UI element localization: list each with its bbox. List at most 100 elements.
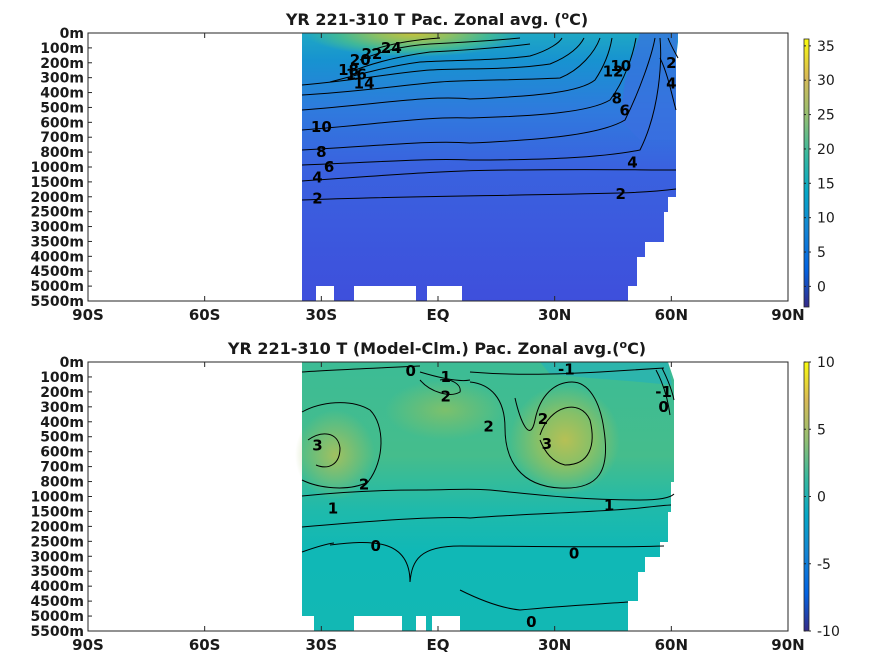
bottom-x-tick-label: 90S	[72, 636, 104, 654]
bottom-colorbar-tick-label: -5	[817, 557, 831, 573]
bottom-contour-label: -1	[558, 360, 575, 378]
top-x-tick-label: 60S	[189, 306, 221, 324]
bottom-y-tick-label: 0m	[60, 355, 84, 371]
bottom-colorbar: -10 -5 0 5 10	[803, 355, 840, 640]
top-y-tick-label: 3500m	[30, 234, 84, 250]
bottom-x-tick-label: EQ	[427, 636, 450, 654]
bottom-x-tick-label: 30N	[538, 636, 571, 654]
top-y-tick-label: 500m	[40, 100, 84, 116]
bottom-colorbar-tick-label: 5	[817, 422, 826, 438]
top-colorbar-tick-label: 35	[817, 39, 835, 55]
bottom-panel: YR 221-310 T (Model-Clm.) Pac. Zonal avg…	[30, 338, 839, 654]
top-north-cool	[620, 33, 678, 140]
top-contour-label: 14	[354, 75, 375, 93]
bottom-x-tick-label: 30S	[305, 636, 337, 654]
top-y-axis: 0m100m200m300m400m500m600m700m800m1000m1…	[30, 26, 92, 310]
bottom-y-tick-label: 600m	[40, 445, 84, 461]
top-field	[301, 33, 679, 301]
bottom-y-tick-label: 3500m	[30, 564, 84, 580]
top-y-tick-label: 1500m	[30, 175, 84, 191]
bottom-contour-label: 1	[328, 499, 338, 517]
top-y-tick-label: 800m	[40, 145, 84, 161]
bottom-contour-label: 3	[542, 435, 552, 453]
top-panel-title: YR 221-310 T Pac. Zonal avg. (oC)	[285, 9, 588, 29]
top-colorbar-tick-label: 15	[817, 176, 835, 192]
top-colorbar-tick-label: 10	[817, 211, 835, 227]
bottom-x-tick-label: 90N	[771, 636, 804, 654]
bottom-y-tick-label: 500m	[40, 430, 84, 446]
top-colorbar-tick-label: 25	[817, 108, 835, 124]
top-y-tick-label: 300m	[40, 71, 84, 87]
bottom-contour-label: 1	[604, 496, 614, 514]
bottom-y-tick-label: 1500m	[30, 504, 84, 520]
bottom-contour-label: 2	[359, 476, 369, 494]
top-colorbar-tick-label: 5	[817, 245, 826, 261]
bottom-contour-label: 2	[538, 410, 548, 428]
bottom-y-tick-label: 300m	[40, 400, 84, 416]
top-y-tick-label: 400m	[40, 86, 84, 102]
bottom-y-tick-label: 800m	[40, 475, 84, 491]
bottom-topography	[302, 616, 460, 631]
top-contour-label: 10	[610, 57, 631, 75]
top-contour-label: 4	[666, 75, 676, 93]
bottom-warm-eq	[385, 380, 505, 440]
top-y-tick-label: 3000m	[30, 220, 84, 236]
top-x-tick-label: EQ	[427, 306, 450, 324]
bottom-y-tick-label: 4500m	[30, 594, 84, 610]
bottom-x-axis: 90S 60S 30S EQ 30N 60N 90N	[72, 362, 805, 654]
top-x-axis: 90S 60S 30S EQ 30N 60N 90N	[72, 33, 805, 324]
bottom-y-tick-label: 700m	[40, 460, 84, 476]
bottom-contour-label: 2	[441, 387, 451, 405]
top-colorbar-ticks: 0 5 10 15 20 25 30 35	[804, 39, 835, 295]
bottom-contour-label: 2	[483, 417, 493, 435]
bottom-cool-surface	[540, 362, 672, 385]
bottom-colorbar-tick-label: -10	[817, 624, 840, 640]
top-contour-label: 4	[627, 154, 637, 172]
bottom-contour-label: 0	[658, 398, 668, 416]
bottom-contour-label: 0	[526, 613, 536, 631]
top-contour-label: 20	[350, 51, 371, 69]
top-contour-label: 8	[612, 90, 622, 108]
top-colorbar-tick-label: 30	[817, 73, 835, 89]
bottom-panel-title: YR 221-310 T (Model-Clm.) Pac. Zonal avg…	[227, 338, 646, 358]
top-colorbar: 0 5 10 15 20 25 30 35	[803, 38, 835, 308]
bottom-contour-label: 1	[441, 368, 451, 386]
bottom-contour-label: 3	[312, 437, 322, 455]
top-contour-label: 18	[338, 61, 359, 79]
top-contour-label: 6	[324, 158, 334, 176]
bottom-colorbar-tick-label: 10	[817, 355, 835, 371]
top-x-tick-label: 60N	[655, 306, 688, 324]
top-contour-label: 4	[312, 168, 322, 186]
bottom-y-tick-label: 400m	[40, 415, 84, 431]
top-y-tick-label: 100m	[40, 41, 84, 57]
bottom-y-tick-label: 2000m	[30, 519, 84, 535]
bottom-y-axis: 0m100m200m300m400m500m600m700m800m1000m1…	[30, 355, 92, 640]
top-topography	[316, 286, 462, 301]
bottom-warm-north	[510, 385, 620, 495]
top-contour-label: 12	[603, 63, 624, 81]
top-panel: YR 221-310 T Pac. Zonal avg. (oC)	[30, 9, 834, 324]
top-contour-label: 2	[616, 185, 626, 203]
top-y-tick-label: 1000m	[30, 160, 84, 176]
top-contour-label: 8	[316, 143, 326, 161]
top-y-tick-label: 5000m	[30, 279, 84, 295]
top-y-tick-label: 0m	[60, 26, 84, 42]
top-contour-label: 6	[619, 101, 629, 119]
bottom-colorbar-tick-label: 0	[817, 490, 826, 506]
bottom-contours	[301, 365, 675, 611]
top-y-tick-label: 700m	[40, 130, 84, 146]
bottom-field	[295, 362, 675, 631]
top-colorbar-tick-label: 20	[817, 142, 835, 158]
top-contour-label: 16	[346, 66, 367, 84]
bottom-y-tick-label: 5500m	[30, 624, 84, 640]
top-contour-label: 22	[361, 45, 382, 63]
bottom-y-tick-label: 200m	[40, 385, 84, 401]
top-y-tick-label: 4000m	[30, 249, 84, 265]
top-y-tick-label: 600m	[40, 115, 84, 131]
bottom-x-tick-label: 60N	[655, 636, 688, 654]
bottom-contour-label: 0	[406, 362, 416, 380]
bottom-colorbar-ticks: -10 -5 0 5 10	[804, 355, 840, 640]
